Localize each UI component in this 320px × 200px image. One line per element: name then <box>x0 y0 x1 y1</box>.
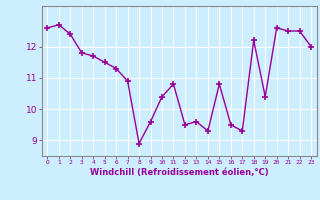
X-axis label: Windchill (Refroidissement éolien,°C): Windchill (Refroidissement éolien,°C) <box>90 168 268 177</box>
